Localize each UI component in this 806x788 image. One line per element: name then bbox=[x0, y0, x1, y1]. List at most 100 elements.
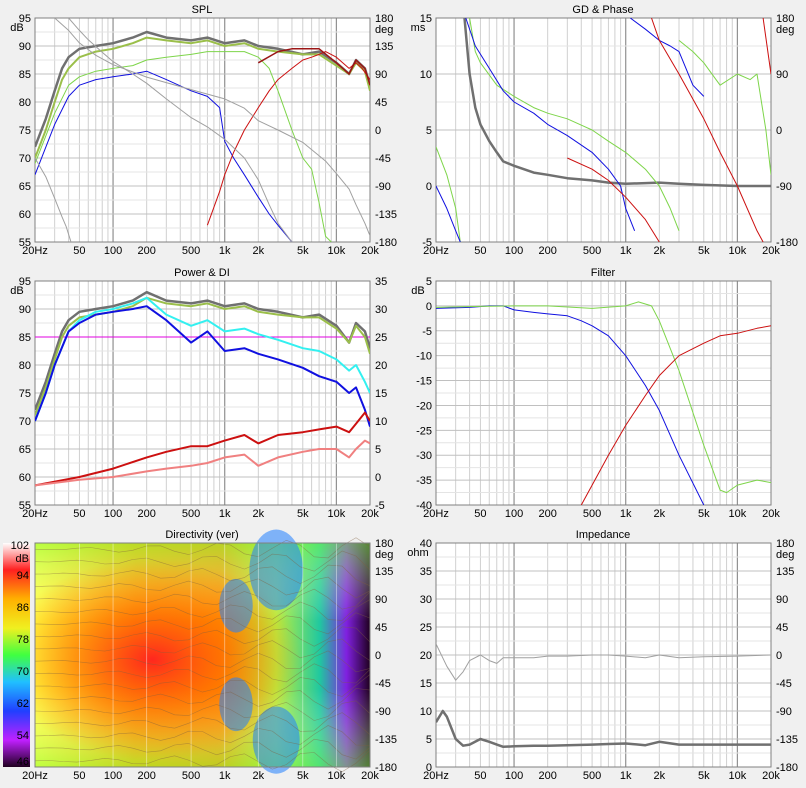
contour-line bbox=[34, 700, 371, 721]
y-tick-label: -30 bbox=[416, 450, 432, 462]
series-line-gray_dark bbox=[35, 290, 370, 411]
x-tick-label: 20Hz bbox=[423, 508, 449, 520]
x-tick-label: 10k bbox=[729, 508, 747, 520]
series-line-green_olive bbox=[35, 36, 370, 159]
y2-tick-label: -90 bbox=[375, 181, 391, 193]
x-tick-label: 20Hz bbox=[22, 770, 48, 782]
y-tick-label: 90 bbox=[19, 304, 31, 316]
series-line-green_light bbox=[35, 51, 332, 242]
y2-tick-label: 0 bbox=[776, 125, 782, 137]
series-line-gray_light bbox=[68, 18, 293, 242]
y-tick-label: 15 bbox=[420, 678, 432, 690]
y-tick-label: 85 bbox=[19, 69, 31, 81]
y-tick-label: -25 bbox=[416, 425, 432, 437]
colorbar-tick-label: 70 bbox=[17, 666, 29, 678]
y-tick-label: 0 bbox=[426, 301, 432, 313]
series-line-gray_light bbox=[35, 157, 72, 242]
y-tick-label: 95 bbox=[19, 13, 31, 25]
x-tick-label: 1k bbox=[620, 245, 632, 257]
colorbar bbox=[3, 543, 30, 767]
y-tick-label: 40 bbox=[420, 538, 432, 550]
contour-line bbox=[34, 599, 371, 621]
y-tick-label: 20 bbox=[420, 650, 432, 662]
contour-line bbox=[34, 688, 371, 710]
series-line-gray_dark bbox=[463, 18, 771, 188]
y-tick-label: -40 bbox=[416, 500, 432, 512]
contour-line bbox=[34, 537, 371, 559]
x-tick-label: 2k bbox=[253, 770, 265, 782]
x-tick-label: 200 bbox=[538, 508, 556, 520]
series-line-red bbox=[567, 157, 660, 242]
series-line-red bbox=[651, 18, 764, 242]
y-tick-label: -15 bbox=[416, 376, 432, 388]
x-tick-label: 20k bbox=[361, 770, 379, 782]
y-tick-label: 10 bbox=[420, 69, 432, 81]
y2-tick-label: 90 bbox=[776, 69, 788, 81]
x-tick-label: 1k bbox=[219, 770, 231, 782]
y2-tick-label: -90 bbox=[776, 706, 792, 718]
series-group bbox=[436, 643, 771, 749]
series-line-blue bbox=[465, 18, 636, 231]
x-tick-label: 20Hz bbox=[22, 245, 48, 257]
y-tick-label: 70 bbox=[19, 153, 31, 165]
y2-tick-label: 20 bbox=[375, 360, 387, 372]
contour-line bbox=[35, 638, 371, 661]
x-tick-label: 2k bbox=[654, 770, 666, 782]
y-tick-label: 5 bbox=[426, 734, 432, 746]
y-tick-label: 65 bbox=[19, 181, 31, 193]
x-tick-label: 20k bbox=[762, 245, 780, 257]
y-axis-label: dB bbox=[10, 285, 23, 297]
y2-tick-label: 0 bbox=[375, 650, 381, 662]
chart-title: Filter bbox=[591, 267, 616, 279]
contour-line bbox=[34, 663, 371, 684]
y2-tick-label: 5 bbox=[375, 444, 381, 456]
contour-line bbox=[34, 674, 371, 697]
y2-tick-label: -180 bbox=[375, 762, 397, 774]
x-tick-label: 1k bbox=[620, 770, 632, 782]
colorbar-tick-label: 86 bbox=[17, 602, 29, 614]
y2-tick-label: 135 bbox=[375, 566, 393, 578]
y-tick-label: -20 bbox=[416, 400, 432, 412]
y-tick-label: 5 bbox=[426, 125, 432, 137]
x-tick-label: 50 bbox=[73, 508, 85, 520]
series-line-green_light bbox=[678, 40, 771, 175]
x-tick-label: 20k bbox=[361, 508, 379, 520]
heatmap-lobe bbox=[219, 677, 253, 732]
heatmap-lobe bbox=[249, 529, 303, 611]
y2-axis-label: deg bbox=[776, 24, 794, 36]
x-tick-label: 10k bbox=[328, 770, 346, 782]
y-tick-label: 15 bbox=[420, 13, 432, 25]
y2-tick-label: 180 bbox=[776, 13, 794, 25]
x-tick-label: 50 bbox=[474, 770, 486, 782]
x-tick-label: 50 bbox=[73, 770, 85, 782]
contour-line bbox=[34, 612, 371, 635]
chart-title: SPL bbox=[192, 4, 213, 16]
x-tick-label: 100 bbox=[104, 770, 122, 782]
y2-tick-label: 180 bbox=[776, 538, 794, 550]
series-line-gray_light bbox=[54, 18, 370, 236]
y2-tick-label: -180 bbox=[375, 237, 397, 249]
chart-spl: SPL 20Hz 50 100 200 500 1k 2k 5k 10k 20k 95 90 85 80 75… bbox=[10, 4, 397, 257]
series-line-blue bbox=[35, 70, 293, 242]
x-tick-label: 20k bbox=[762, 508, 780, 520]
x-tick-label: 5k bbox=[297, 245, 309, 257]
contour-line bbox=[34, 564, 371, 587]
x-tick-label: 50 bbox=[474, 508, 486, 520]
x-tick-label: 500 bbox=[583, 770, 601, 782]
x-tick-label: 200 bbox=[137, 770, 155, 782]
y-tick-label: 95 bbox=[19, 276, 31, 288]
y-tick-label: 35 bbox=[420, 566, 432, 578]
x-tick-label: 100 bbox=[104, 508, 122, 520]
contour-line bbox=[34, 749, 371, 773]
y2-tick-label: -5 bbox=[375, 500, 385, 512]
y-tick-label: 5 bbox=[426, 276, 432, 288]
y2-tick-label: 15 bbox=[375, 388, 387, 400]
chart-title: Power & DI bbox=[174, 267, 230, 279]
series-group bbox=[35, 18, 370, 242]
y-tick-label: -35 bbox=[416, 475, 432, 487]
series-group bbox=[436, 301, 771, 505]
y2-tick-label: 90 bbox=[375, 69, 387, 81]
contour-line bbox=[34, 738, 371, 760]
